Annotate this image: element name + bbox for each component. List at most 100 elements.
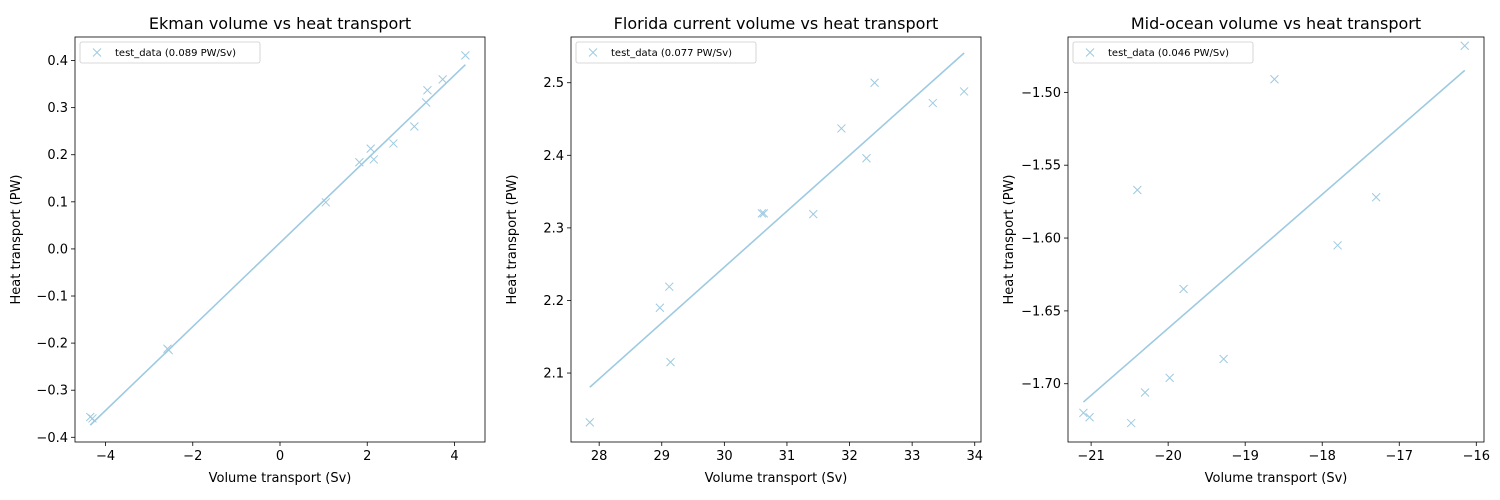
- legend-entry: test_data (0.077 PW/Sv): [611, 48, 732, 59]
- subplot-1: Ekman volume vs heat transport −4 −2 0 2 4 −0.…: [9, 14, 486, 486]
- data-point: [366, 144, 376, 153]
- data-point: [870, 78, 879, 88]
- data-point: [1085, 412, 1094, 422]
- axes-frame: [1067, 36, 1485, 443]
- data-point: [421, 98, 431, 107]
- x-tick-label: 2: [363, 449, 371, 464]
- data-point: [1219, 354, 1228, 364]
- data-point: [808, 209, 818, 219]
- data-point: [1179, 284, 1188, 294]
- data-point: [1126, 418, 1136, 428]
- data-point: [585, 418, 595, 427]
- y-tick-label: −1.55: [1021, 159, 1061, 174]
- data-point: [928, 98, 938, 108]
- fit-line: [1082, 69, 1466, 403]
- x-tick-label: −18: [1309, 449, 1336, 464]
- x-tick-label: 4: [450, 449, 458, 464]
- x-tick-label: 33: [904, 449, 921, 464]
- data-point: [1165, 373, 1175, 383]
- y-tick-label: 0.2: [47, 148, 68, 163]
- x-tick-label: −4: [96, 449, 115, 464]
- y-tick-label: 2.1: [543, 367, 564, 382]
- y-tick-label: 2.5: [543, 76, 564, 91]
- data-point: [409, 122, 419, 131]
- y-tick-label: 2.2: [543, 294, 564, 309]
- data-point: [664, 282, 674, 292]
- x-tick-label: −17: [1386, 449, 1413, 464]
- data-point: [1079, 408, 1088, 418]
- data-point: [423, 85, 432, 95]
- chart-title: Florida current volume vs heat transport: [614, 14, 939, 33]
- y-axis-label: Heat transport (PW): [9, 174, 24, 304]
- legend-box: [1072, 41, 1254, 64]
- data-point: [1132, 185, 1142, 195]
- data-point: [757, 209, 767, 218]
- x-tick-label: 28: [591, 449, 608, 464]
- y-tick-label: −0.2: [36, 337, 68, 352]
- data-point: [1140, 388, 1150, 397]
- data-point: [164, 345, 174, 355]
- y-tick-label: −0.3: [36, 384, 68, 399]
- data-point: [655, 303, 665, 313]
- data-point: [862, 153, 871, 163]
- y-tick-label: −0.1: [36, 290, 68, 305]
- y-tick-label: −1.65: [1021, 304, 1061, 319]
- y-tick-label: 0.1: [47, 195, 68, 210]
- fit-line: [89, 64, 466, 426]
- data-point: [759, 209, 769, 218]
- axes-frame: [570, 36, 982, 443]
- data-point: [1371, 192, 1381, 202]
- y-axis-label: Heat transport (PW): [1002, 174, 1017, 304]
- data-point: [438, 75, 448, 84]
- legend-box: [79, 41, 261, 64]
- data-point: [959, 87, 969, 96]
- chart-title: Mid-ocean volume vs heat transport: [1131, 14, 1421, 33]
- y-tick-label: 0.4: [47, 54, 68, 69]
- x-tick-label: −21: [1077, 449, 1104, 464]
- legend: test_data (0.089 PW/Sv): [79, 41, 261, 64]
- legend-marker: [1085, 48, 1095, 57]
- legend-marker: [92, 48, 102, 57]
- chart-title: Ekman volume vs heat transport: [149, 14, 411, 33]
- y-tick-label: 0.3: [47, 101, 68, 116]
- x-tick-label: 31: [779, 449, 796, 464]
- x-axis-label: Volume transport (Sv): [1205, 471, 1348, 486]
- data-point: [1460, 41, 1470, 51]
- x-axis-label: Volume transport (Sv): [705, 471, 848, 486]
- y-axis-label: Heat transport (PW): [505, 174, 520, 304]
- data-point: [837, 124, 846, 133]
- data-point: [1270, 74, 1279, 84]
- y-tick-label: −0.4: [36, 431, 68, 446]
- legend: test_data (0.046 PW/Sv): [1072, 41, 1254, 64]
- legend-box: [575, 41, 757, 64]
- x-tick-label: 34: [966, 449, 983, 464]
- legend-marker: [588, 48, 598, 57]
- x-tick-label: −19: [1231, 449, 1258, 464]
- x-tick-label: 0: [276, 449, 284, 464]
- data-point: [369, 155, 379, 164]
- data-point: [88, 414, 97, 423]
- data-point: [1333, 240, 1342, 250]
- legend-entry: test_data (0.089 PW/Sv): [115, 48, 236, 59]
- subplot-3: Mid-ocean volume vs heat transport −21 −20…: [1002, 14, 1490, 486]
- data-point: [666, 357, 675, 367]
- x-tick-label: 32: [841, 449, 858, 464]
- data-point: [461, 51, 470, 60]
- y-tick-label: 2.3: [543, 221, 564, 236]
- x-tick-label: −20: [1154, 449, 1181, 464]
- data-point: [321, 197, 331, 207]
- y-tick-label: 2.4: [543, 149, 564, 164]
- fit-line: [589, 52, 965, 388]
- legend-entry: test_data (0.046 PW/Sv): [1108, 48, 1229, 59]
- x-tick-label: 30: [716, 449, 733, 464]
- data-point: [85, 412, 95, 422]
- y-tick-label: −1.60: [1021, 232, 1061, 247]
- y-tick-label: 0.0: [47, 242, 68, 257]
- y-tick-label: −1.70: [1021, 377, 1061, 392]
- legend: test_data (0.077 PW/Sv): [575, 41, 757, 64]
- data-point: [389, 139, 398, 148]
- data-point: [355, 157, 364, 167]
- x-tick-label: −16: [1463, 449, 1490, 464]
